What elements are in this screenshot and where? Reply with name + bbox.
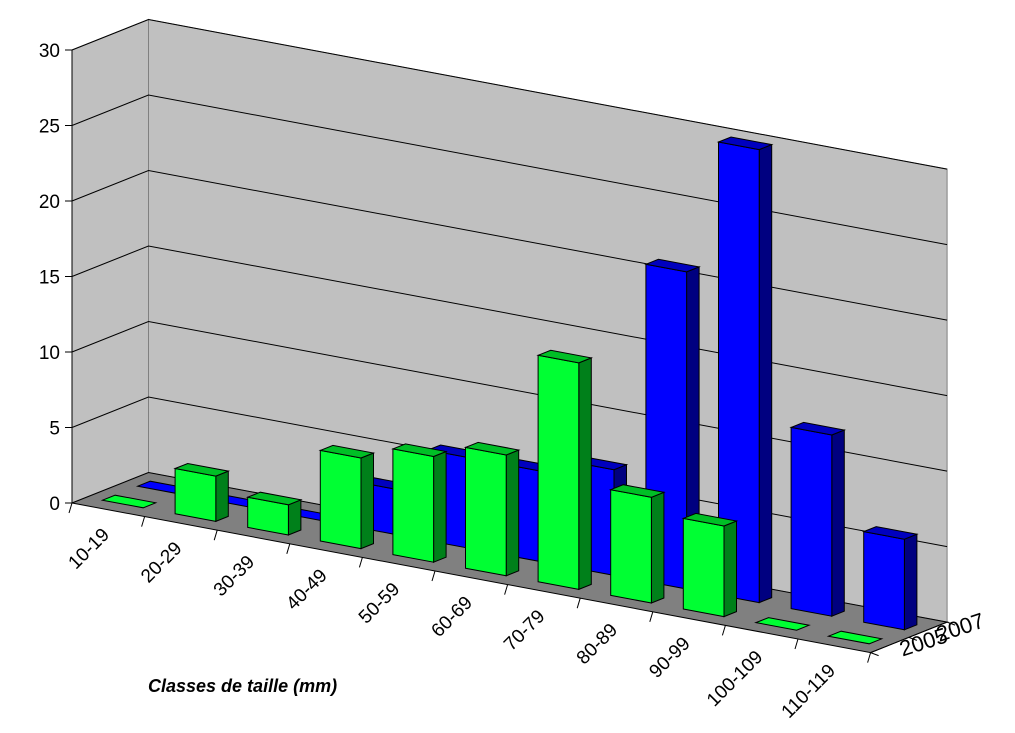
bar-top (318, 444, 376, 459)
x-tick-label: 60-69 (428, 592, 477, 641)
bar-top (681, 512, 739, 527)
bars (100, 136, 919, 645)
bar-front (863, 530, 905, 631)
bar-2007-90-99 (716, 136, 774, 604)
bar-top (100, 494, 158, 509)
bar-top (716, 136, 774, 151)
bar-top (536, 349, 594, 364)
bar-2005-50-59 (391, 443, 448, 563)
bar-2005-100-109 (754, 617, 811, 631)
gridline (71, 94, 948, 246)
x-tick-label: 70-79 (500, 606, 549, 655)
x-tick-label: 30-39 (210, 552, 259, 601)
bar-front (465, 446, 507, 577)
x-tick-mark (504, 584, 509, 595)
bar-front (174, 467, 217, 523)
bar-front (392, 448, 435, 563)
y-tick-label: 30 (39, 41, 60, 62)
depth-tick-mark (908, 636, 918, 641)
gridline (71, 18, 948, 170)
y-tick-label: 0 (49, 494, 60, 515)
bar-front (537, 354, 580, 591)
x-tick-label: 80-89 (573, 620, 622, 669)
bar-side (433, 450, 447, 563)
x-tick-label: 40-49 (282, 565, 331, 614)
bar-top (463, 441, 521, 456)
x-tick-label: 110-119 (778, 660, 840, 722)
bar-top (644, 258, 701, 273)
bar-front (610, 489, 652, 604)
bar-top (789, 421, 847, 436)
x-tick-label: 90-99 (645, 633, 694, 682)
bar-side (903, 533, 918, 631)
bar-side (287, 499, 302, 536)
x-tick-mark (721, 625, 726, 636)
bar-top (754, 617, 811, 631)
bar-top (245, 491, 303, 506)
bar-2005-60-69 (463, 441, 521, 577)
bar-front (682, 517, 725, 618)
bar-top (861, 526, 919, 540)
x-tick-mark (649, 611, 654, 622)
x-tick-label: 50-59 (355, 579, 404, 628)
x-tick-mark (286, 543, 291, 554)
x-tick-mark (867, 652, 872, 663)
y-axis: 0 5 10 15 20 25 30 (39, 41, 73, 515)
bar-top (391, 443, 448, 458)
x-tick-label: 20-29 (137, 538, 186, 587)
x-tick-mark (213, 530, 218, 541)
bar-2005-30-39 (245, 491, 303, 536)
x-tick-label: 10-19 (65, 524, 114, 573)
x-tick-mark (794, 638, 799, 650)
bar-side (505, 449, 520, 577)
bar-2005-20-29 (173, 462, 231, 523)
bar-side (758, 143, 773, 604)
bar-top (826, 630, 884, 645)
y-tick-label: 5 (49, 419, 60, 440)
x-tick-mark (576, 598, 581, 609)
depth-tick-mark (870, 652, 879, 657)
bar-side (831, 429, 845, 617)
bar-side (723, 520, 737, 618)
bar-side (360, 452, 374, 550)
bar-2005-80-89 (608, 484, 666, 604)
bar-2007-100-109 (789, 421, 847, 617)
bar-2005-40-49 (318, 444, 376, 550)
x-axis-title: Classes de taille (mm) (148, 676, 337, 696)
bar-2005-110-119 (826, 630, 884, 645)
y-tick-label: 15 (39, 268, 60, 289)
depth-tick-mark (946, 621, 956, 626)
bar-2005-10-19 (100, 494, 158, 509)
x-tick-mark (431, 570, 436, 582)
bar-side (578, 357, 592, 591)
bar-front (790, 426, 833, 617)
bar-2005-90-99 (681, 512, 739, 618)
x-tick-mark (141, 516, 146, 527)
bar-2007-110-119 (861, 526, 919, 631)
bar-2005-70-79 (536, 349, 594, 591)
x-tick-mark (68, 502, 73, 514)
x-tick-mark (358, 557, 363, 568)
bar-side (215, 470, 229, 523)
y-tick-label: 25 (39, 117, 60, 138)
bar-top (608, 484, 666, 498)
bar-top (173, 462, 231, 477)
bar-front (319, 449, 362, 550)
y-tick-label: 20 (39, 192, 60, 213)
bar-side (650, 491, 665, 604)
y-tick-label: 10 (39, 343, 60, 364)
x-tick-label: 100-109 (703, 647, 767, 711)
